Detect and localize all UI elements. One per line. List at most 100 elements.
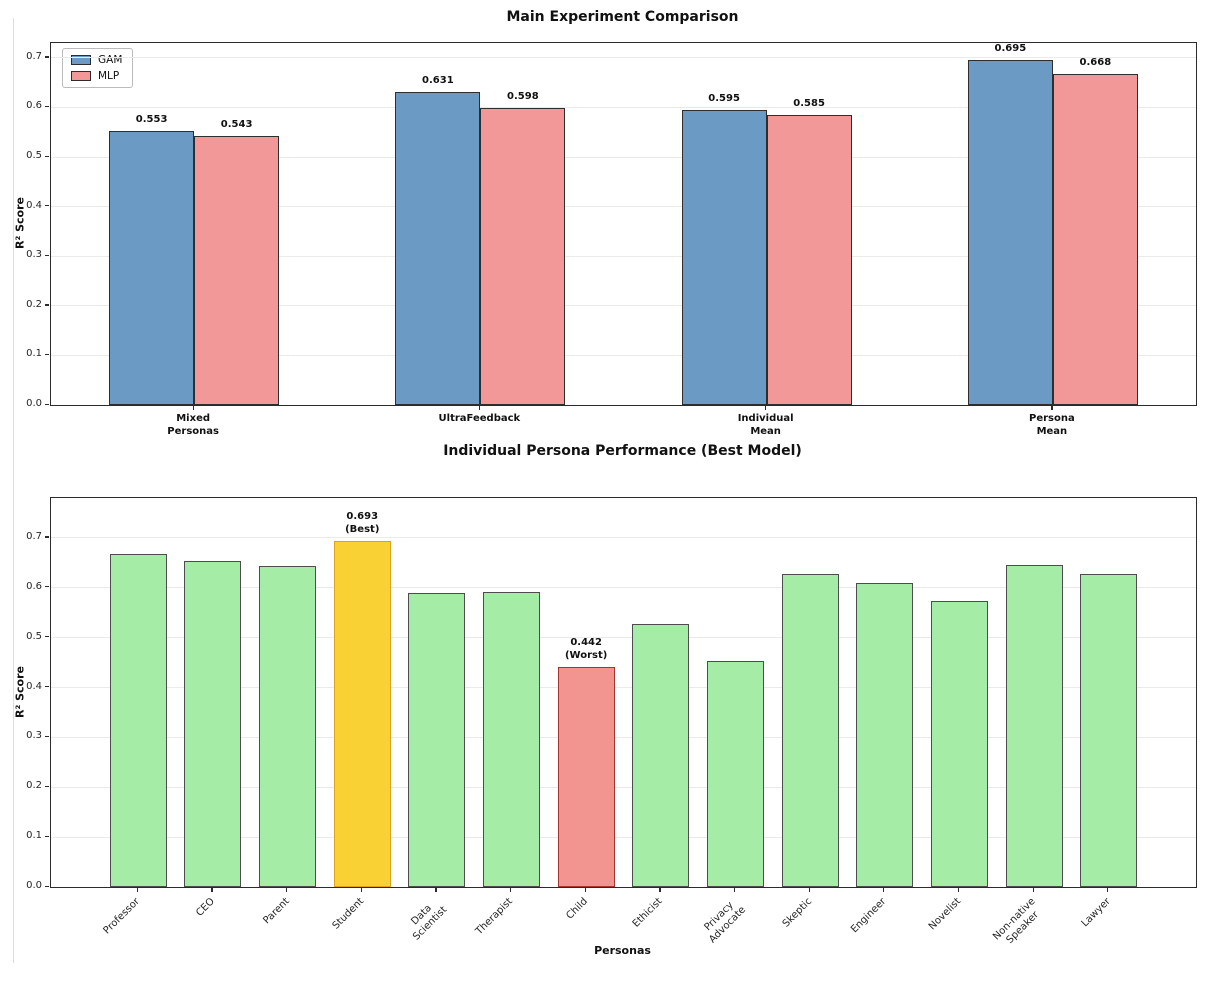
persona-chart-title: Individual Persona Performance (Best Mod…: [443, 443, 802, 459]
bar-student: [333, 541, 391, 887]
bar-value-label: 0.585: [793, 97, 825, 109]
bar-value-label: 0.553: [135, 113, 168, 125]
x-tick-mark: [659, 887, 661, 892]
bar-mlp-individual-mean: [766, 114, 852, 405]
legend-item-mlp: MLP: [71, 70, 122, 82]
annotation-line: (Worst): [564, 649, 608, 661]
x-tick-mark: [360, 887, 362, 892]
x-tick-label-line: UltraFeedback: [438, 413, 521, 424]
bar-mlp-persona-mean: [1052, 73, 1138, 405]
x-tick-mark: [808, 887, 810, 892]
y-tick-mark: [45, 155, 49, 157]
bar-parent: [259, 566, 317, 887]
main-chart-axes: GAM MLP 0.553 0.543 0.631 0.598 0.595 0.585 0.…: [50, 42, 1197, 406]
gridline: [51, 255, 1196, 257]
y-tick-mark: [45, 353, 49, 356]
x-tick-label-engineer: Engineer: [849, 896, 889, 936]
x-tick-label-line: Engineer: [849, 896, 889, 936]
x-tick-mark: [733, 887, 736, 892]
x-tick-label-privacy-advocate: Privacy Advocate: [698, 896, 748, 946]
persona-chart-x-axis-label: Personas: [594, 944, 651, 957]
bar-child: [557, 666, 615, 887]
y-tick-mark: [45, 205, 49, 207]
bar-professor: [109, 554, 167, 887]
x-tick-label-line: Mixed: [176, 413, 211, 424]
main-chart-title: Main Experiment Comparison: [506, 9, 739, 25]
x-tick-mark: [1107, 887, 1109, 892]
bar-value-label: 0.595: [708, 92, 740, 104]
bar-non-native-speaker: [1005, 565, 1063, 887]
x-tick-label-therapist: Therapist: [474, 896, 516, 938]
x-tick-label-line: Mean: [750, 426, 781, 437]
bar-ceo: [184, 560, 242, 887]
gridline: [51, 687, 1196, 688]
y-tick-mark: [45, 835, 49, 837]
y-tick-label: 0.7: [26, 50, 42, 62]
worst-annotation: 0.442 (Worst): [531, 636, 641, 662]
x-tick-label-novelist: Novelist: [927, 896, 964, 933]
y-tick-label: 0.5: [26, 630, 42, 642]
legend-label-mlp: MLP: [98, 70, 120, 82]
gridline: [51, 206, 1196, 208]
bar-ethicist: [632, 623, 690, 887]
x-tick-label-line: Ethicist: [630, 896, 665, 930]
x-tick-label-student: Student: [330, 896, 366, 932]
x-tick-label-ultrafeedback: UltraFeedback: [409, 412, 549, 425]
bar-engineer: [856, 582, 914, 887]
bar-therapist: [483, 592, 541, 887]
y-tick-label: 0.6: [26, 580, 42, 592]
x-tick-label-persona-mean: Persona Mean: [982, 412, 1122, 438]
x-tick-label-mixed-personas: Mixed Personas: [123, 412, 263, 438]
x-tick-label-line: Skeptic: [780, 896, 814, 930]
x-tick-label-line: Personas: [167, 426, 219, 437]
gridline: [51, 57, 1196, 59]
y-tick-mark: [45, 254, 49, 256]
bar-lawyer: [1080, 574, 1138, 887]
gridline: [51, 587, 1196, 589]
y-tick-label: 0.3: [26, 249, 42, 261]
x-tick-label-child: Child: [564, 896, 590, 922]
gridline: [51, 156, 1196, 158]
x-tick-label-lawyer: Lawyer: [1079, 896, 1113, 930]
annotation-line: 0.442: [570, 636, 602, 648]
gridline: [51, 786, 1196, 788]
x-tick-mark: [1051, 405, 1053, 410]
gridline: [51, 305, 1196, 307]
bar-novelist: [930, 601, 988, 887]
legend-label-gam: GAM: [98, 54, 123, 66]
x-tick-label-parent: Parent: [261, 896, 292, 927]
gridline: [51, 537, 1196, 539]
y-tick-label: 0.0: [26, 880, 42, 891]
x-tick-mark: [192, 405, 194, 410]
legend-swatch-mlp: [71, 71, 91, 81]
y-tick-label: 0.5: [26, 150, 42, 162]
output-cell-left-border: [13, 18, 14, 963]
y-tick-mark: [45, 735, 49, 738]
bar-data-scientist: [408, 593, 466, 887]
x-tick-label-ethicist: Ethicist: [631, 896, 665, 930]
x-tick-mark: [136, 887, 138, 892]
y-tick-mark: [45, 785, 49, 787]
x-tick-label-line: CEO: [193, 896, 217, 919]
gridline: [51, 106, 1196, 108]
y-tick-mark: [45, 636, 49, 638]
y-tick-label: 0.7: [26, 530, 42, 542]
x-tick-mark: [510, 887, 512, 892]
y-tick-mark: [45, 403, 49, 405]
gridline: [51, 736, 1196, 738]
gridline: [51, 354, 1196, 356]
bar-mlp-mixed-personas: [194, 135, 280, 405]
y-tick-mark: [45, 586, 49, 588]
bar-value-label: 0.631: [422, 75, 454, 87]
x-tick-mark: [584, 887, 586, 892]
annotation-line: 0.693: [346, 511, 379, 523]
y-tick-mark: [45, 56, 49, 58]
y-tick-mark: [45, 885, 49, 887]
x-tick-mark: [957, 887, 960, 892]
x-tick-label-line: Therapist: [474, 896, 516, 938]
bar-gam-mixed-personas: [109, 130, 195, 405]
x-tick-label-individual-mean: Individual Mean: [696, 412, 836, 438]
x-tick-label-line: Mean: [1036, 426, 1068, 437]
x-tick-mark: [765, 405, 767, 410]
y-tick-mark: [45, 536, 49, 538]
